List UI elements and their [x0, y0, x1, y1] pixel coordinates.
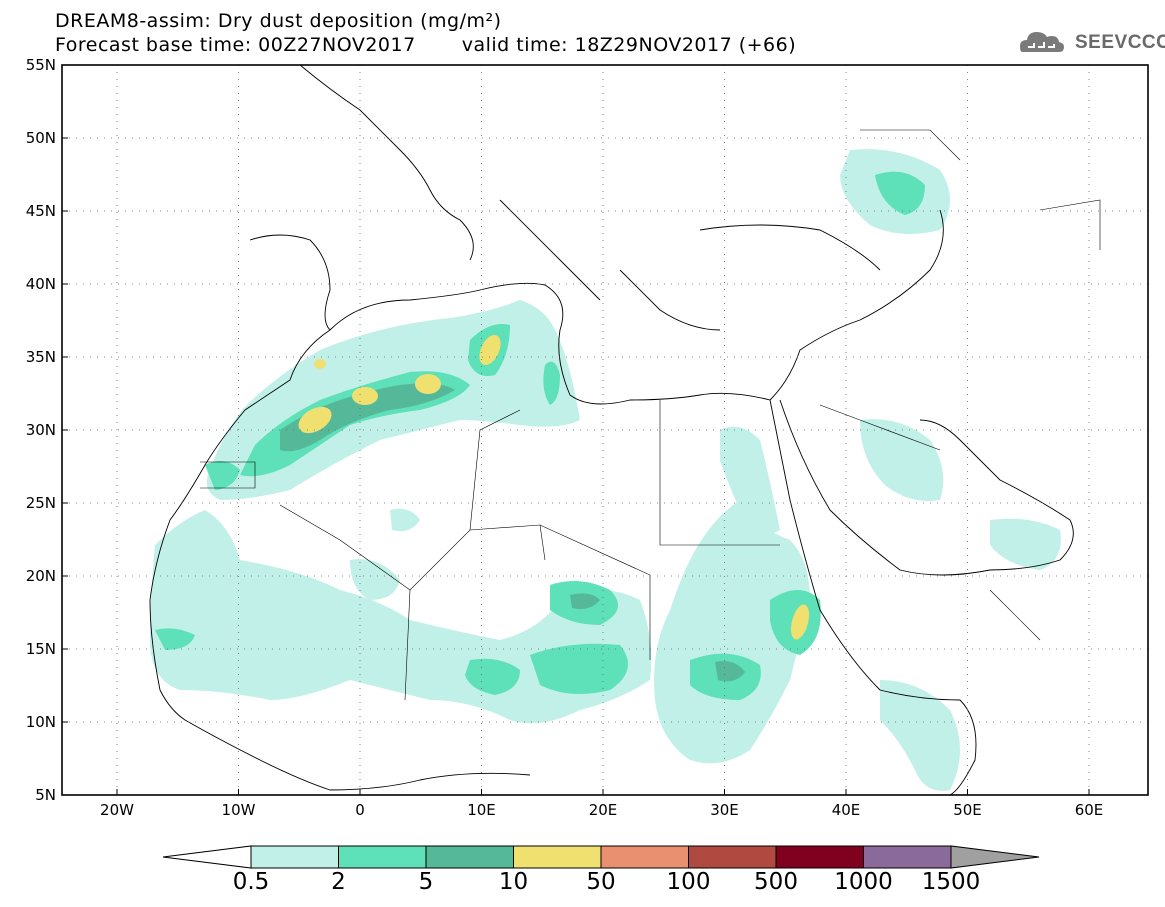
- colorbar-box: [513, 845, 602, 869]
- dust-peak-algeria-east: [415, 374, 441, 394]
- cloud-logo-icon: [1020, 32, 1064, 52]
- dust-cell-libya: [543, 361, 560, 405]
- colorbar-level-label: 50: [586, 869, 616, 895]
- colorbar: [162, 845, 1040, 869]
- dust-peak-tunisia: [479, 335, 501, 365]
- lon-label: 20W: [100, 801, 134, 819]
- colorbar-box: [863, 845, 952, 869]
- dust-area-egypt: [720, 426, 780, 534]
- dust-area-algeria: [390, 508, 420, 532]
- coastlines: [149, 64, 1074, 796]
- country-borders: [200, 129, 1101, 701]
- colorbar-box: [338, 845, 427, 869]
- colorbar-box: [775, 845, 864, 869]
- colorbar-under-triangle: [162, 845, 252, 869]
- colorbar-level-label: 2: [331, 869, 346, 895]
- colorbar-level-label: 100: [666, 869, 711, 895]
- dust-area-arabia: [860, 419, 944, 501]
- colorbar-level-label: 500: [754, 869, 798, 895]
- lat-label: 50N: [26, 129, 56, 147]
- valid-time: valid time: 18Z29NOV2017 (+66): [461, 34, 797, 56]
- colorbar-level-label: 0.5: [232, 869, 270, 895]
- colorbar-over-triangle: [950, 845, 1040, 869]
- dust-peak-morocco: [298, 406, 332, 434]
- dust-core-chad: [570, 593, 600, 609]
- lat-label: 55N: [26, 56, 56, 74]
- latitude-axis: 55N 50N 45N 40N 35N 30N 25N 20N 15N 10N 5N: [26, 56, 68, 804]
- lon-label: 60E: [1075, 801, 1104, 819]
- lat-label: 15N: [26, 640, 56, 658]
- lat-label: 10N: [26, 713, 56, 731]
- dust-cell-caspian: [875, 171, 925, 215]
- lat-label: 20N: [26, 567, 56, 585]
- colorbar-level-label: 5: [418, 869, 434, 895]
- dust-area-sahel: [150, 510, 652, 724]
- lat-label: 35N: [26, 348, 56, 366]
- lat-label: 25N: [26, 494, 56, 512]
- lat-label: 40N: [26, 275, 56, 293]
- colorbar-box: [600, 845, 689, 869]
- dust-cell-chad-south: [530, 643, 628, 694]
- colorbar-level-label: 1500: [921, 869, 981, 895]
- lon-label: 50E: [953, 801, 982, 819]
- lon-label: 40E: [832, 801, 861, 819]
- lon-label: 20E: [589, 801, 618, 819]
- lon-label: 10E: [467, 801, 496, 819]
- colorbar-box: [425, 845, 514, 869]
- dust-core-atlas: [280, 383, 455, 452]
- dust-cell-western-sahara: [205, 461, 240, 490]
- longitude-axis: 20W 10W 0 10E 20E 30E 40E 50E 60E: [100, 789, 1103, 819]
- dust-cell-niger: [465, 658, 520, 695]
- graticule: [62, 65, 1148, 795]
- dust-area-oman: [990, 518, 1061, 570]
- colorbar-level-label: 10: [498, 869, 529, 895]
- lat-label: 5N: [35, 786, 56, 804]
- forecast-base-time: Forecast base time: 00Z27NOV2017: [55, 34, 416, 56]
- dust-area-somalia: [880, 680, 960, 791]
- dust-area-sudan: [654, 500, 810, 764]
- lon-label: 10W: [222, 801, 256, 819]
- logo-text: SEEVCCC: [1075, 32, 1165, 53]
- dust-cell-senegal: [155, 628, 195, 650]
- dust-peak-eritrea: [790, 604, 810, 640]
- colorbar-box: [250, 845, 339, 869]
- lat-label: 30N: [26, 421, 56, 439]
- lon-label: 30E: [710, 801, 739, 819]
- lat-label: 45N: [26, 202, 56, 220]
- colorbar-box: [688, 845, 777, 869]
- colorbar-level-label: 1000: [834, 869, 893, 895]
- dust-peak-algeria-west: [352, 387, 378, 405]
- lon-label: 0: [355, 801, 365, 819]
- forecast-time-line: Forecast base time: 00Z27NOV2017 valid ti…: [55, 34, 796, 56]
- dust-field: [150, 149, 1061, 791]
- dust-area-mali: [350, 559, 400, 600]
- dust-peak-morocco-north: [314, 359, 326, 369]
- dust-core-sudan: [715, 661, 745, 682]
- map-title: DREAM8-assim: Dry dust deposition (mg/m²…: [55, 10, 502, 32]
